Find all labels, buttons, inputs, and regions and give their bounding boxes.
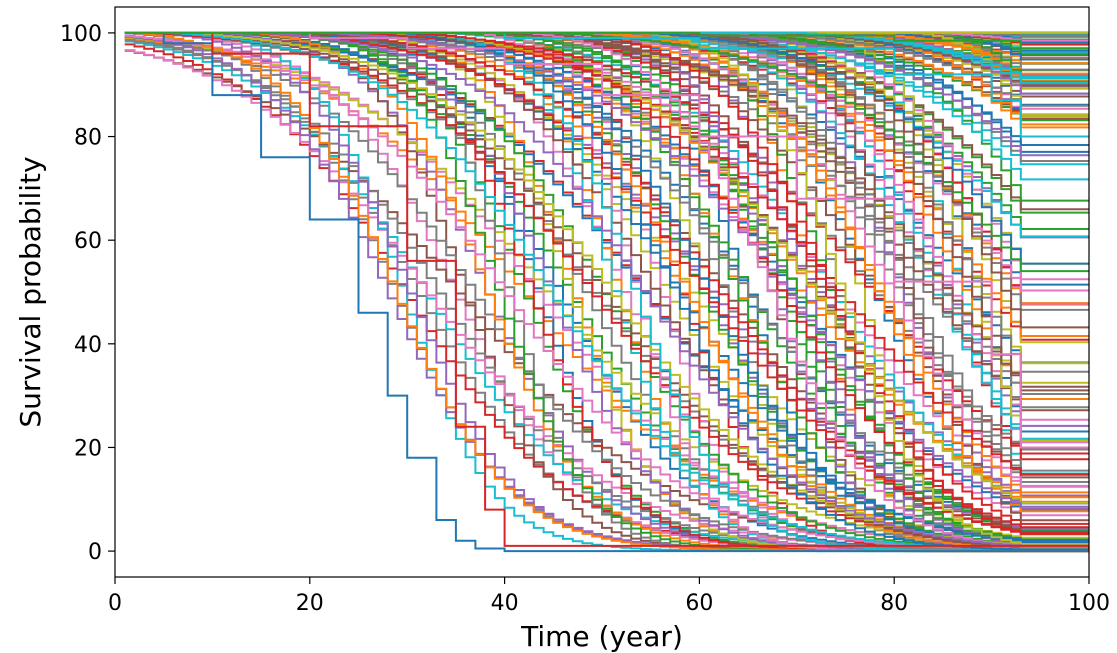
survival-curve-anchor-4 — [124, 31, 1089, 50]
y-tick-label: 60 — [74, 229, 102, 254]
plot-frame — [114, 6, 1090, 578]
y-tick-label: 100 — [60, 22, 102, 47]
x-tick-label: 40 — [491, 591, 519, 616]
survival-curve-anchor-2 — [124, 31, 1089, 449]
survival-curve-269 — [124, 31, 1089, 551]
x-tick-label: 80 — [880, 591, 908, 616]
survival-curve-anchor-1 — [124, 31, 1089, 552]
x-tick-label: 20 — [296, 591, 324, 616]
survival-curve-274 — [124, 31, 1089, 508]
y-tick-label: 40 — [74, 333, 102, 358]
survival-curve-158 — [124, 36, 1089, 547]
series-group — [124, 31, 1089, 553]
survival-curve-294 — [124, 31, 1089, 547]
y-axis-title: Survival probability — [14, 156, 47, 427]
survival-curve-225 — [124, 31, 1089, 547]
x-axis-title: Time (year) — [520, 620, 683, 653]
survival-curve-anchor-0 — [124, 31, 1089, 553]
x-tick-label: 100 — [1068, 591, 1110, 616]
x-axis: 0 20 40 60 80 100 — [108, 577, 1110, 616]
x-tick-label: 0 — [108, 591, 122, 616]
y-axis: 0 20 40 60 80 100 — [60, 22, 115, 565]
y-tick-label: 80 — [74, 126, 102, 151]
y-tick-label: 20 — [74, 436, 102, 461]
x-tick-label: 60 — [685, 591, 713, 616]
survival-curve-256 — [124, 35, 1089, 551]
y-tick-label: 0 — [88, 540, 102, 565]
